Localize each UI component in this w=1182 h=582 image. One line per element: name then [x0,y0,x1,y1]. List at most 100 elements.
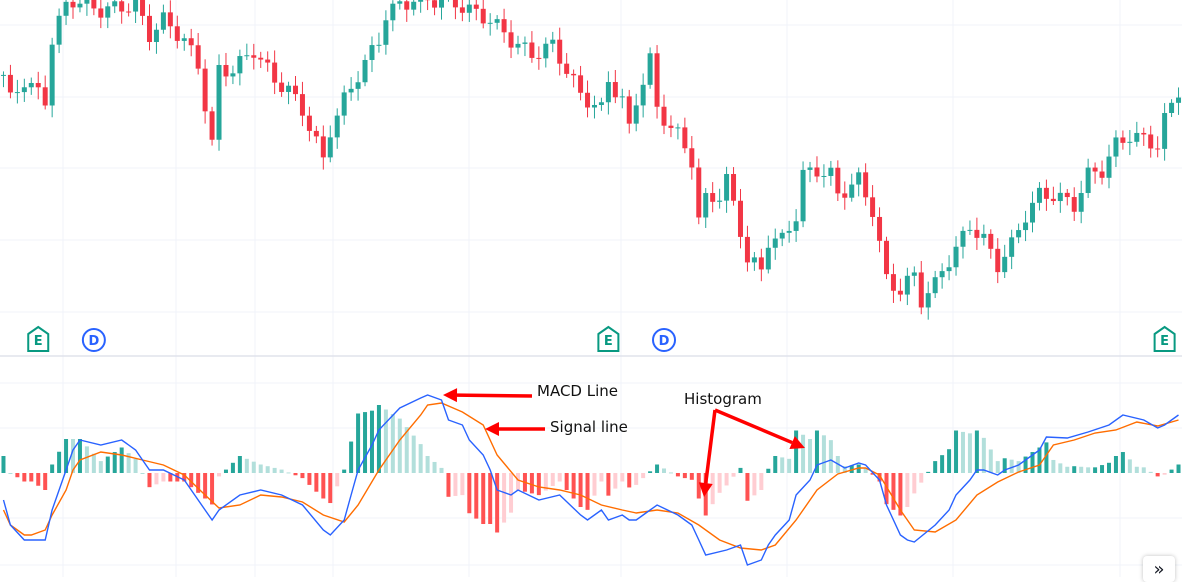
candle [244,44,249,60]
candle-body [599,102,604,105]
histogram-bar [78,439,82,473]
histogram-bar [954,431,958,474]
candle [536,46,541,69]
candle-body [828,168,833,176]
arrow-shaft [457,395,532,396]
candle [1058,183,1063,213]
candle [1176,87,1181,114]
candle-body [50,45,55,106]
candle [495,15,500,29]
histogram-bar [231,463,235,473]
candle [696,159,701,225]
histogram-bar [259,465,263,474]
candle-body [724,174,729,201]
histogram-bar [592,473,596,496]
candle [974,218,979,250]
candle-body [342,92,347,115]
histogram-bar [474,473,478,519]
candle-body [648,53,653,85]
histogram-bar [1093,467,1097,473]
histogram-bar [36,473,40,486]
histogram-bar [808,439,812,473]
histogram-bar [996,461,1000,473]
candle-body [717,201,722,202]
candle [356,71,361,101]
histogram-bar [829,440,833,473]
candle [8,65,13,98]
candle [870,185,875,226]
candle [446,0,451,2]
candle [439,0,444,20]
candle [891,264,896,303]
histogram-bar [565,473,569,490]
histogram-bar [419,444,423,473]
histogram-bar [363,412,367,473]
candle [161,5,166,34]
candle [571,69,576,87]
histogram-bar [1086,467,1090,473]
candle [467,0,472,22]
candle [314,126,319,143]
candle-body [940,271,945,277]
candle-body [912,272,917,275]
candle-body [1169,103,1174,113]
histogram-bar [217,473,221,476]
candle [1113,130,1118,167]
candle-body [710,193,715,202]
histogram-bar [252,462,256,473]
candle-body [668,126,673,128]
histogram-bar [572,473,576,499]
candle [1023,211,1028,241]
histogram-bar [467,473,471,513]
candle-body [856,172,861,184]
earnings-event-marker: E [28,327,48,351]
histogram-bar [50,465,54,474]
histogram-bar [307,473,311,485]
candle-body [453,0,458,7]
histogram-bar [718,473,722,493]
histogram-bar [29,473,33,482]
candle [529,31,534,63]
histogram-bar [245,459,249,473]
histogram-bar [947,449,951,473]
candle-body [22,87,27,92]
histogram-bar [1051,460,1055,473]
histogram-bar [669,472,673,473]
candle-body [15,92,20,93]
candle [1141,128,1146,146]
candle-body [43,87,48,105]
candle [64,0,69,25]
candle [814,156,819,182]
histogram-bar [1170,470,1174,473]
histogram-bar [690,473,694,480]
histogram-bar [57,452,61,473]
candle [1072,187,1077,221]
histogram-bar [1142,467,1146,473]
candle-body [29,83,34,87]
candle [57,8,62,53]
histogram-bar [141,473,145,474]
candle-body [655,53,660,106]
histogram-bar [912,473,916,493]
candle-body [390,4,395,21]
candle-body [682,127,687,148]
candle [703,188,708,228]
candle [515,36,520,55]
candle [140,0,145,25]
candle-body [57,16,62,45]
candle-body [210,111,215,139]
histogram-bar [342,470,346,473]
candle [773,229,778,260]
candle-body [1127,142,1132,143]
histogram-bar [919,473,923,483]
histogram-bar [92,454,96,473]
candle-body [356,82,361,89]
candle [835,160,840,201]
candle [884,237,889,279]
candle-body [467,5,472,13]
candle-body [960,231,965,247]
candle-body [585,93,590,108]
scroll-to-realtime-button[interactable]: » [1143,556,1175,582]
